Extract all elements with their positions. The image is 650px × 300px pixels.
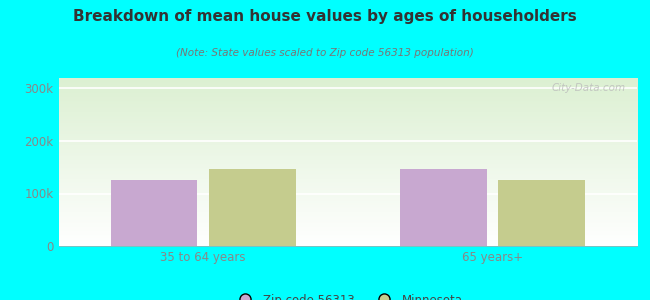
- Bar: [400, 169, 487, 246]
- Legend: Zip code 56313, Minnesota: Zip code 56313, Minnesota: [228, 289, 467, 300]
- Text: Breakdown of mean house values by ages of householders: Breakdown of mean house values by ages o…: [73, 9, 577, 24]
- Text: (Note: State values scaled to Zip code 56313 population): (Note: State values scaled to Zip code 5…: [176, 48, 474, 58]
- Text: City-Data.com: City-Data.com: [551, 83, 625, 93]
- Bar: [498, 180, 585, 246]
- Bar: [111, 180, 198, 246]
- Bar: [209, 169, 296, 246]
